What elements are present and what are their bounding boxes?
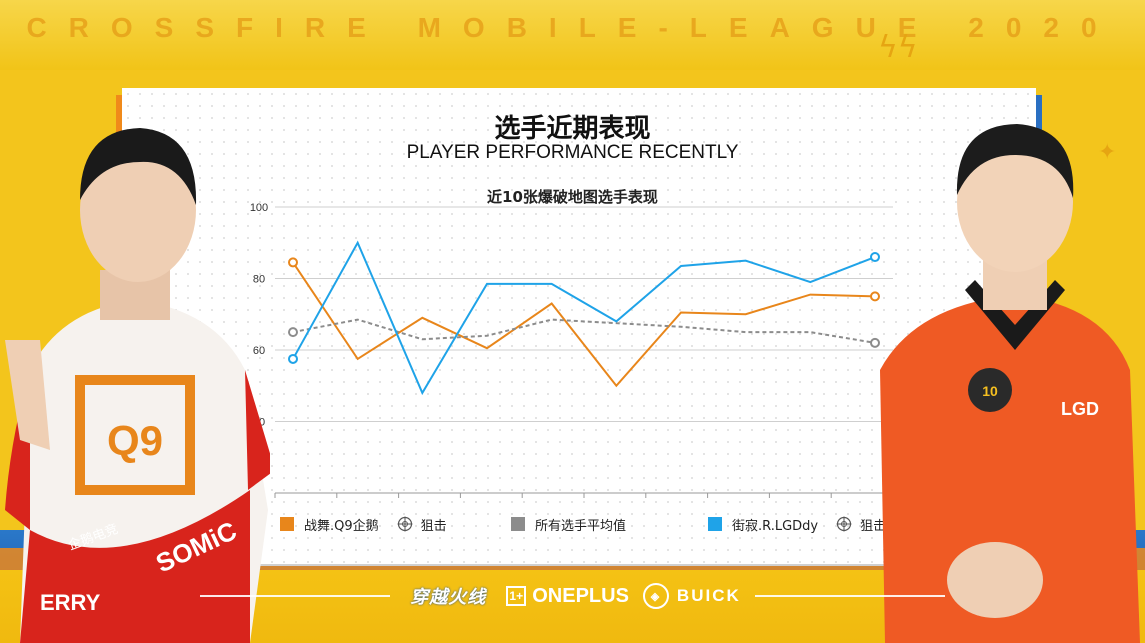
oneplus-icon: 1+ xyxy=(506,586,527,606)
legend-swatch-average xyxy=(511,517,525,531)
sponsor-bar: 穿越火线 1+ ONEPLUS ◈ BUICK xyxy=(0,576,1145,616)
background-top-stripe xyxy=(0,0,1145,70)
legend-item-average: 所有选手平均值 xyxy=(511,515,627,534)
divider xyxy=(200,595,391,597)
player-right-photo: 10 LGD xyxy=(880,124,1140,643)
sponsor-cherry: ERRY xyxy=(40,590,101,615)
crosshair-icon xyxy=(836,516,852,532)
league-banner: CROSSFIRE MOBILE-LEAGUE 2020 xyxy=(26,12,1119,43)
team-badge-text: 10 xyxy=(982,383,998,399)
buick-logo: ◈ BUICK xyxy=(642,583,741,609)
page-subtitle: PLAYER PERFORMANCE RECENTLY xyxy=(406,142,739,163)
legend-label-player-1: 战舞.Q9企鹅 xyxy=(304,518,379,534)
crosshair-icon xyxy=(397,516,413,532)
divider xyxy=(754,595,945,597)
legend-swatch-player-2 xyxy=(708,517,722,531)
oneplus-text: ONEPLUS xyxy=(532,584,629,607)
oneplus-logo: 1+ ONEPLUS xyxy=(506,585,629,608)
team-logo-q9 xyxy=(75,375,195,495)
legend-role-player-2: 狙击 xyxy=(860,518,887,534)
legend-swatch-player-1 xyxy=(280,517,294,531)
page-title: 选手近期表现 xyxy=(494,114,651,144)
legend-label-player-2: 街寂.R.LGDdy xyxy=(732,518,819,534)
legend-role-player-1: 狙击 xyxy=(420,518,447,534)
legend-item-player-1: 战舞.Q9企鹅 狙击 xyxy=(280,515,447,534)
player-left-photo: Q9 SOMiC 企鹅电竞 ERRY xyxy=(5,128,270,643)
buick-icon: ◈ xyxy=(642,583,669,609)
team-badge xyxy=(968,368,1012,412)
team-logo-text: Q9 xyxy=(107,417,163,464)
game-logo: 穿越火线 xyxy=(410,587,487,608)
lightning-icon: ϟϟ xyxy=(878,30,918,65)
sparkle-icon: ✦ xyxy=(1098,140,1117,165)
legend-label-average: 所有选手平均值 xyxy=(535,518,627,534)
chart-title: 近10张爆破地图选手表现 xyxy=(487,188,658,206)
legend-item-player-2: 街寂.R.LGDdy 狙击 xyxy=(708,515,887,534)
team-logo-lgd: LGD xyxy=(1061,399,1099,419)
buick-text: BUICK xyxy=(676,586,741,605)
